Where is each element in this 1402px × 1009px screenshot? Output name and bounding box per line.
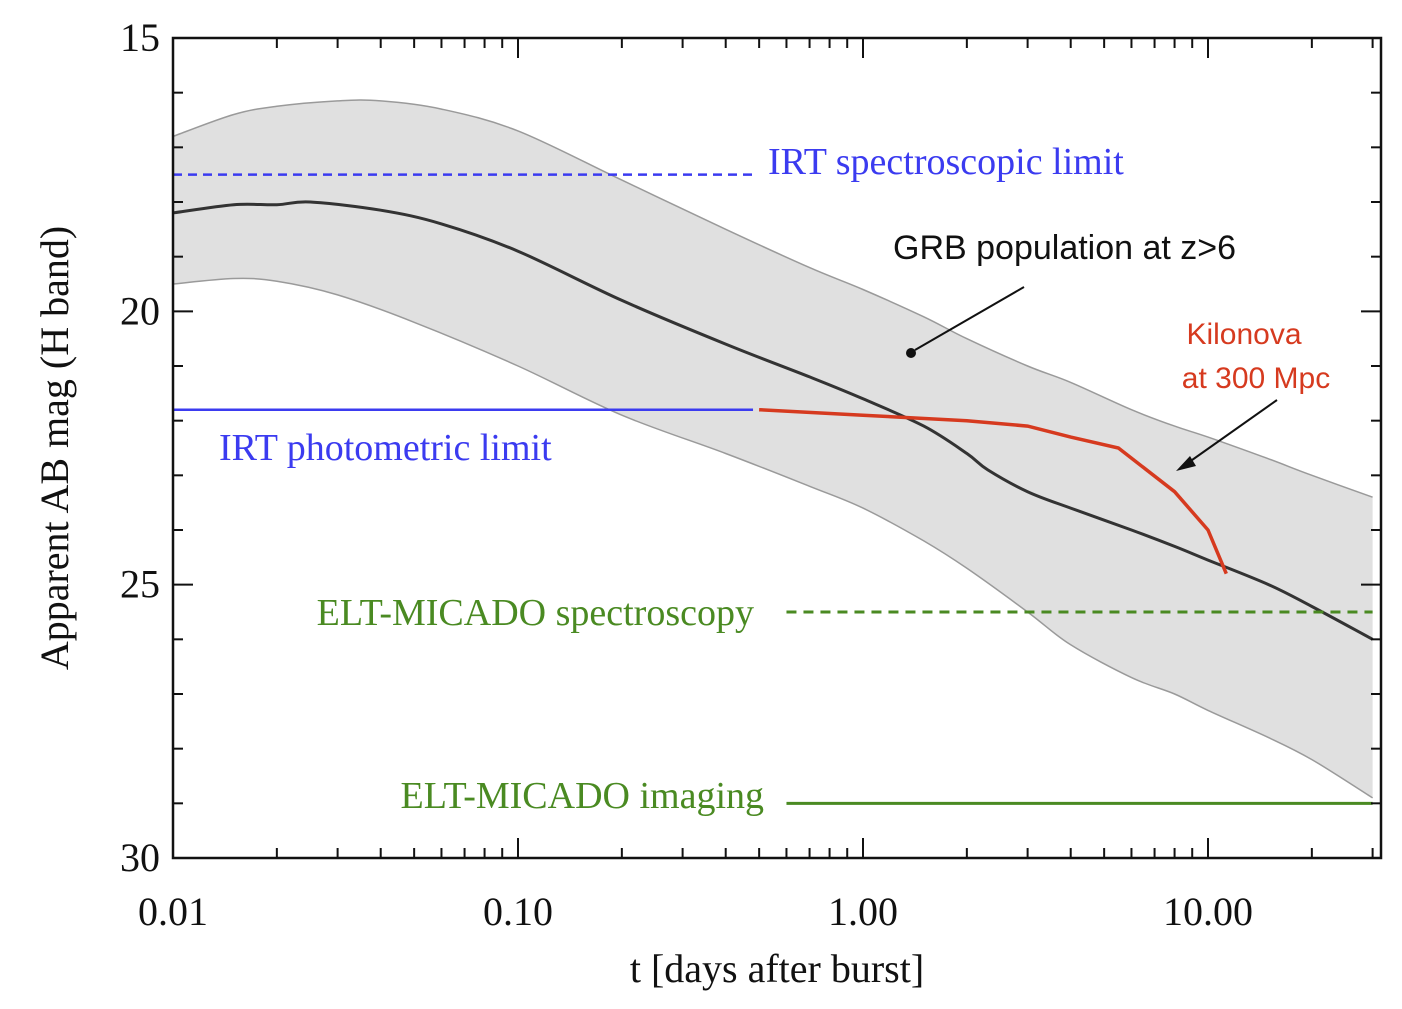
grb-band-upper-edge bbox=[173, 99, 1373, 498]
grb-population-label: GRB population at z>6 bbox=[893, 229, 1236, 267]
kilonova-label: Kilonova bbox=[1186, 318, 1301, 351]
x-tick-label: 1.00 bbox=[828, 889, 898, 934]
grb-pointer-line bbox=[914, 286, 1025, 351]
irt-spectroscopic-limit-label: IRT spectroscopic limit bbox=[768, 141, 1124, 183]
x-axis-title: t [days after burst] bbox=[630, 946, 924, 991]
kilonova-pointer-arrowhead bbox=[1176, 456, 1196, 471]
irt-photometric-limit-label: IRT photometric limit bbox=[219, 427, 552, 469]
plot-area bbox=[173, 99, 1374, 805]
grb-median-line bbox=[173, 200, 1374, 641]
x-tick-label: 10.00 bbox=[1163, 889, 1253, 934]
y-tick-label: 30 bbox=[120, 835, 160, 880]
grb-pointer-dot bbox=[906, 348, 916, 358]
y-tick-label: 15 bbox=[120, 15, 160, 60]
kilonova-line bbox=[759, 407, 1228, 575]
grb-band-lower-edge bbox=[173, 277, 1374, 799]
kilonova-pointer-line bbox=[1184, 399, 1278, 466]
elt-micado-imaging-label: ELT-MICADO imaging bbox=[401, 775, 764, 817]
y-tick-label: 25 bbox=[120, 562, 160, 607]
grb-population-band bbox=[173, 100, 1373, 798]
elt-micado-spectroscopy-label: ELT-MICADO spectroscopy bbox=[317, 592, 754, 634]
x-tick-label: 0.01 bbox=[138, 889, 208, 934]
y-axis-title: Apparent AB mag (H band) bbox=[32, 226, 77, 670]
plot-frame bbox=[171, 36, 1383, 860]
x-axis-ticks bbox=[172, 38, 1374, 858]
x-tick-label: 0.10 bbox=[483, 889, 553, 934]
kilonova-distance-label: at 300 Mpc bbox=[1182, 362, 1330, 395]
y-tick-label: 20 bbox=[120, 288, 160, 333]
